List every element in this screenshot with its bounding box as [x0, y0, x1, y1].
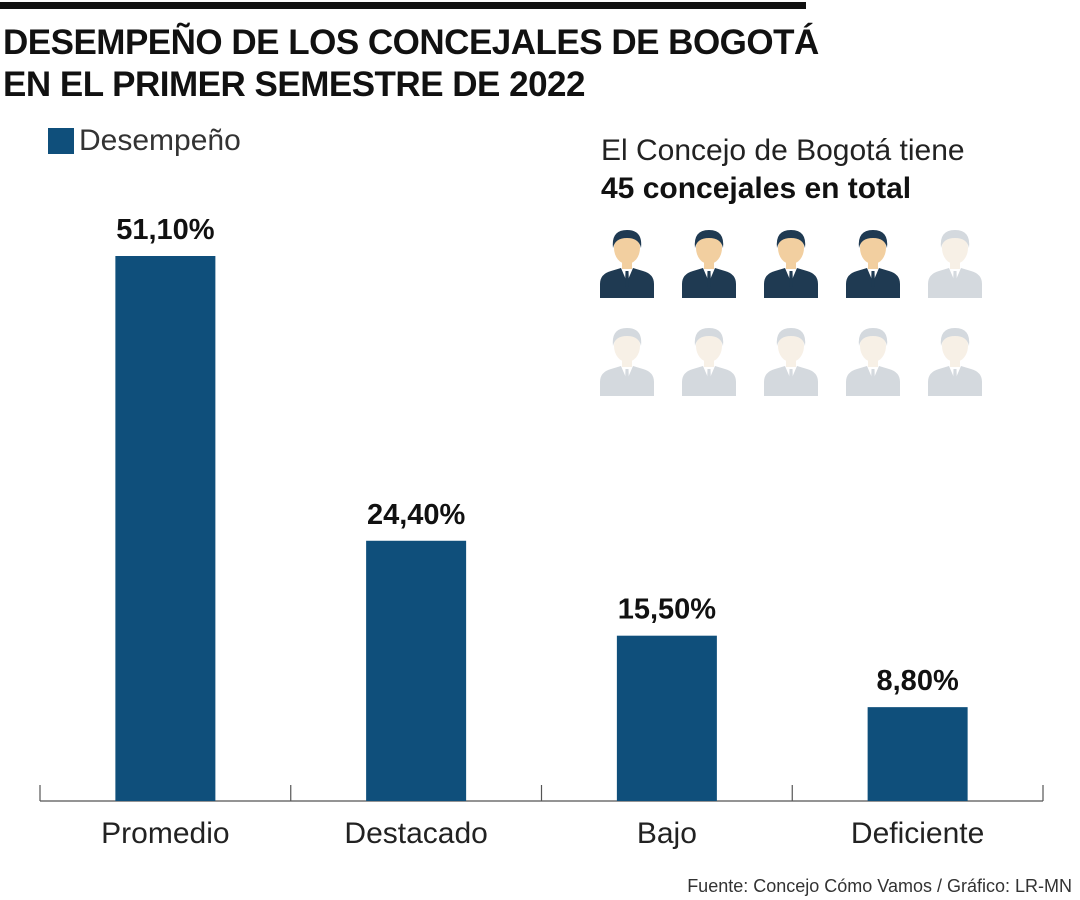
bar-promedio — [115, 256, 216, 801]
category-label-bajo: Bajo — [637, 817, 697, 850]
person-icon — [682, 328, 736, 396]
data-label-destacado: 24,40% — [367, 499, 466, 531]
person-icon — [600, 328, 654, 396]
person-icon — [928, 328, 982, 396]
top-rule — [0, 2, 806, 9]
data-label-bajo: 15,50% — [618, 594, 717, 626]
source-note: Fuente: Concejo Cómo Vamos / Gráfico: LR… — [687, 876, 1072, 896]
legend: Desempeño — [48, 124, 241, 158]
person-icon — [928, 230, 982, 298]
legend-swatch — [48, 128, 74, 154]
council-info-line-1: El Concejo de Bogotá tiene — [601, 134, 965, 167]
chart-title-line-2: EN EL PRIMER SEMESTRE DE 2022 — [3, 65, 585, 104]
chart-title: DESEMPEÑO DE LOS CONCEJALES DE BOGOTÁ EN… — [3, 22, 819, 106]
person-icon — [764, 328, 818, 396]
bar-destacado — [366, 540, 467, 801]
category-label-destacado: Destacado — [344, 817, 487, 850]
council-people-pictogram — [600, 230, 982, 396]
council-info: El Concejo de Bogotá tiene 45 concejales… — [601, 132, 965, 208]
category-label-deficiente: Deficiente — [851, 817, 984, 850]
legend-label: Desempeño — [79, 124, 241, 157]
person-icon — [600, 230, 654, 298]
council-info-total: 45 concejales en total — [601, 172, 912, 205]
data-label-promedio: 51,10% — [116, 214, 215, 246]
chart-title-line-1: DESEMPEÑO DE LOS CONCEJALES DE BOGOTÁ — [3, 23, 819, 62]
category-label-promedio: Promedio — [101, 817, 229, 850]
person-icon — [682, 230, 736, 298]
person-icon — [846, 230, 900, 298]
person-icon — [846, 328, 900, 396]
data-label-deficiente: 8,80% — [877, 665, 959, 697]
bar-deficiente — [867, 707, 968, 801]
person-icon — [764, 230, 818, 298]
bar-bajo — [616, 635, 717, 801]
